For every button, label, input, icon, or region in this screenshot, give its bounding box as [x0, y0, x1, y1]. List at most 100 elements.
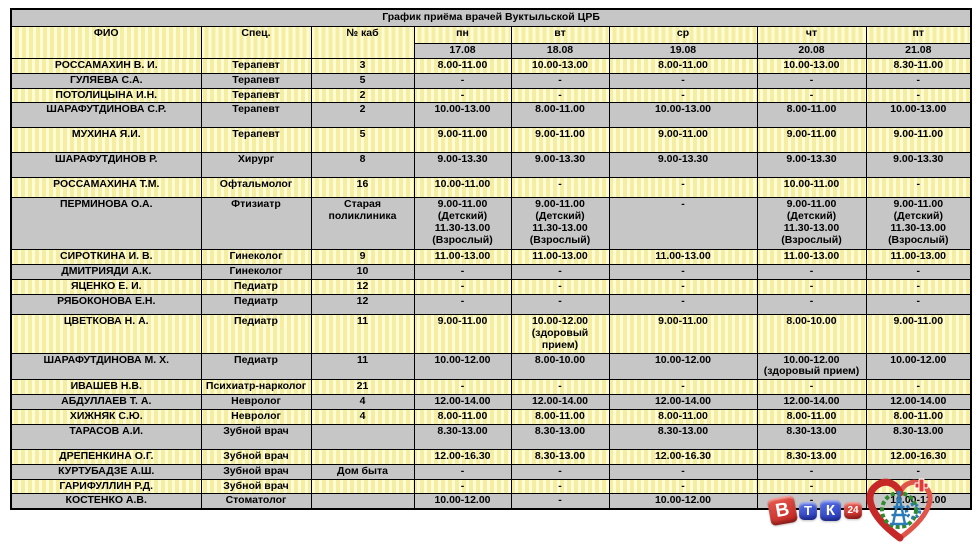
speciality-cell: Зубной врач [200, 463, 312, 480]
derrick-icon [889, 490, 909, 526]
cabinet-cell: 8 [310, 152, 415, 179]
cabinet-cell [310, 478, 415, 495]
time-cell: 10.00-12.00 [413, 493, 512, 510]
speciality-cell: Педиатр [200, 352, 312, 381]
column-header-row: ФИО Спец. № каб пн вт ср чт пт [10, 26, 972, 59]
vtk-letter-k-icon: К [820, 500, 841, 521]
speciality-cell: Психиатр-нарколог [200, 379, 312, 396]
cabinet-cell: 11 [310, 314, 415, 354]
cabinet-cell [310, 448, 415, 465]
time-cell: 10.00-12.00 [865, 352, 972, 381]
time-cell: 8.30-13.00 [865, 423, 972, 450]
doctor-row: ПЕРМИНОВА О.А. Фтизиатр Старая поликлиника… [10, 197, 972, 251]
time-cell: - [865, 264, 972, 281]
cabinet-cell: 21 [310, 379, 415, 396]
doctor-row: ИВАШЕВ Н.В. Психиатр-нарколог 21- - - - - [10, 379, 972, 396]
crb-heart-medical-logo [866, 478, 933, 542]
date-cell: 17.08 [413, 43, 512, 59]
time-cell: 9.00-13.30 [510, 152, 610, 179]
time-cell: - [608, 177, 758, 199]
time-cell: - [756, 87, 867, 104]
date-cell: 19.08 [608, 43, 758, 59]
cabinet-cell [310, 423, 415, 450]
time-cell: 10.00-11.00 [413, 177, 512, 199]
doctor-name-cell: ШАРАФУТДИНОВА М. Х. [10, 352, 202, 381]
time-cell: - [413, 264, 512, 281]
time-cell: 9.00-11.00 (Детский) 11.30-13.00 (Взросл… [510, 197, 610, 251]
time-cell: 9.00-11.00 [413, 314, 512, 354]
time-cell: - [756, 463, 867, 480]
doctor-name-cell: ШАРАФУТДИНОВ Р. [10, 152, 202, 179]
time-cell: 8.00-11.00 [510, 409, 610, 425]
doctor-name-cell: РОССАМАХИНА Т.М. [10, 177, 202, 199]
time-cell: - [756, 264, 867, 281]
time-cell: 9.00-11.00 [413, 127, 512, 154]
time-cell: 12.00-16.30 [413, 448, 512, 465]
time-cell: 10.00-12.00 (здоровый прием) [756, 352, 867, 381]
time-cell: 10.00-13.00 [756, 57, 867, 74]
cabinet-cell: 4 [310, 394, 415, 411]
time-cell: 10.00-12.00 [608, 352, 758, 381]
doctor-row: КУРТУБАДЗЕ А.Ш. Зубной врач Дом быта - - - - - [10, 463, 972, 480]
speciality-cell: Хирург [200, 152, 312, 179]
col-header-day: ср [608, 26, 758, 44]
time-cell: 10.00-12.00 [865, 493, 972, 510]
cabinet-cell: 11 [310, 352, 415, 381]
time-cell: 8.00-11.00 [608, 409, 758, 425]
time-cell: 9.00-11.00 [608, 127, 758, 154]
time-cell: 8.30-13.00 [756, 423, 867, 450]
date-cell: 21.08 [865, 43, 972, 59]
time-cell: - [413, 463, 512, 480]
time-cell: 12.00-14.00 [756, 394, 867, 411]
time-cell: 8.30-11.00 [865, 57, 972, 74]
doctor-row: ТАРАСОВ А.И. Зубной врач 8.30-13.00 8.30-13… [10, 423, 972, 450]
doctor-row: РОССАМАХИН В. И. Терапевт 3 8.00-11.00 10.00… [10, 57, 972, 74]
doctor-row: ГАРИФУЛЛИН Р.Д.Зубной врач----- [10, 478, 972, 495]
time-cell: 8.00-10.00 [510, 352, 610, 381]
col-header-day: пт [865, 26, 972, 44]
time-cell: - [608, 197, 758, 251]
speciality-cell: Невролог [200, 394, 312, 411]
doctor-row: ПОТОЛИЦЫНА И.Н. Терапевт 2- - - - - [10, 87, 972, 104]
doctor-row: АБДУЛЛАЕВ Т. А. Невролог 4 12.00-14.00 12.00… [10, 394, 972, 411]
time-cell: - [608, 294, 758, 316]
doctor-row: КОСТЕНКО А.В. Стоматолог 10.00-12.00-10.00… [10, 493, 972, 510]
red-cross-icon [914, 478, 929, 493]
time-cell: - [510, 463, 610, 480]
cabinet-cell: 2 [310, 87, 415, 104]
time-cell: 8.30-13.00 [413, 423, 512, 450]
cabinet-cell: 2 [310, 102, 415, 129]
time-cell: - [413, 72, 512, 89]
heart-left-lobe-icon [866, 478, 904, 542]
doctor-row: ЯЦЕНКО Е. И. Педиатр 12- - - - - [10, 279, 972, 296]
time-cell: 9.00-13.30 [865, 152, 972, 179]
doctor-row: ХИЖНЯК С.Ю. Невролог 4 8.00-11.00 8.00-11.00… [10, 409, 972, 425]
col-header-cab: № каб [310, 26, 415, 59]
time-cell: - [413, 379, 512, 396]
time-cell: - [608, 379, 758, 396]
time-cell: 10.00-13.00 [510, 57, 610, 74]
time-cell: 8.30-13.00 [756, 448, 867, 465]
time-cell: - [510, 493, 610, 510]
time-cell: - [865, 279, 972, 296]
time-cell: 11.00-13.00 [510, 249, 610, 266]
doctor-name-cell: АБДУЛЛАЕВ Т. А. [10, 394, 202, 411]
time-cell: - [865, 87, 972, 104]
time-cell: - [865, 379, 972, 396]
time-cell: 10.00-13.00 [608, 102, 758, 129]
date-cell: 18.08 [510, 43, 610, 59]
time-cell: - [510, 264, 610, 281]
time-cell: 9.00-13.30 [756, 152, 867, 179]
doctor-row: ДРЕПЕНКИНА О.Г. Зубной врач 12.00-16.30 8.3… [10, 448, 972, 465]
time-cell: 11.00-13.00 [413, 249, 512, 266]
time-cell: 9.00-11.00 [510, 127, 610, 154]
time-cell: 8.00-11.00 [756, 102, 867, 129]
cabinet-cell: 12 [310, 279, 415, 296]
cabinet-cell: Старая поликлиника [310, 197, 415, 251]
time-cell: - [413, 279, 512, 296]
time-cell: - [510, 87, 610, 104]
time-cell: 12.00-14.00 [865, 394, 972, 411]
time-cell: - [756, 279, 867, 296]
time-cell: 8.30-13.00 [510, 448, 610, 465]
speciality-cell: Терапевт [200, 72, 312, 89]
